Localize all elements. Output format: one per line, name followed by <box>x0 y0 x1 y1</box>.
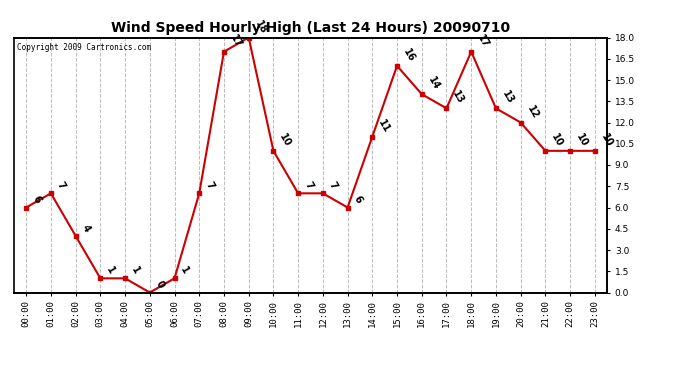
Text: 17: 17 <box>475 33 491 50</box>
Text: 1: 1 <box>179 266 190 276</box>
Text: 14: 14 <box>426 75 442 92</box>
Text: 10: 10 <box>599 132 614 148</box>
Title: Wind Speed Hourly High (Last 24 Hours) 20090710: Wind Speed Hourly High (Last 24 Hours) 2… <box>111 21 510 35</box>
Text: 6: 6 <box>352 195 364 206</box>
Text: 7: 7 <box>204 180 215 191</box>
Text: 7: 7 <box>327 180 339 191</box>
Text: 6: 6 <box>30 195 42 206</box>
Text: 13: 13 <box>500 90 515 106</box>
Text: 7: 7 <box>302 180 315 191</box>
Text: 11: 11 <box>377 118 392 135</box>
Text: 13: 13 <box>451 90 466 106</box>
Text: 17: 17 <box>228 33 244 50</box>
Text: 16: 16 <box>401 47 417 64</box>
Text: 12: 12 <box>525 104 540 120</box>
Text: 1: 1 <box>129 266 141 276</box>
Text: 10: 10 <box>277 132 293 148</box>
Text: 0: 0 <box>154 279 166 290</box>
Text: Copyright 2009 Cartronics.com: Copyright 2009 Cartronics.com <box>17 43 151 52</box>
Text: 7: 7 <box>55 180 67 191</box>
Text: 1: 1 <box>104 266 117 276</box>
Text: 10: 10 <box>574 132 590 148</box>
Text: 10: 10 <box>549 132 565 148</box>
Text: 18: 18 <box>253 18 268 35</box>
Text: 4: 4 <box>80 223 92 234</box>
